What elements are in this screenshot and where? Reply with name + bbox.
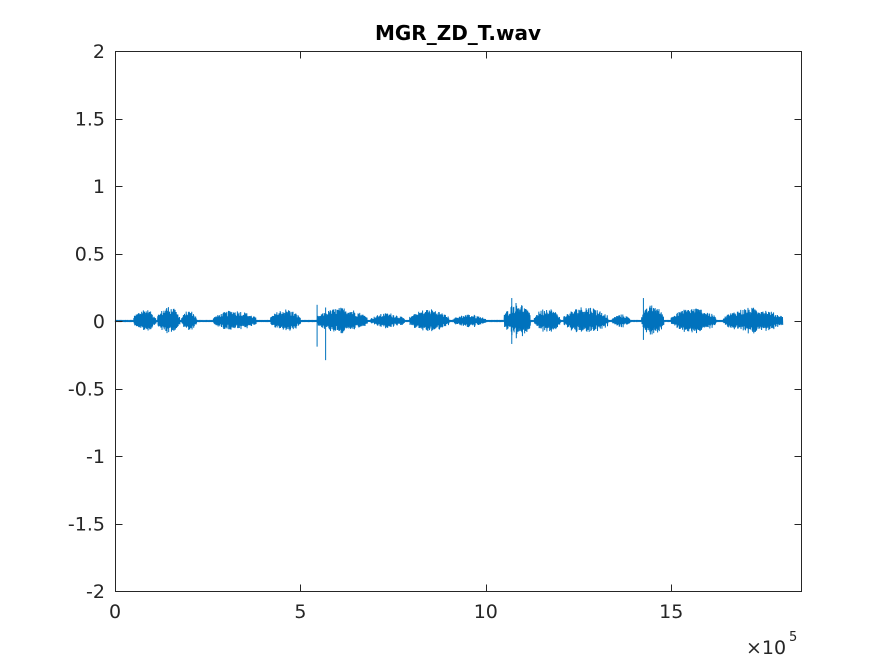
waveform-series-line (114, 302, 784, 339)
x-tick-label: 5 (294, 601, 306, 623)
y-tick-label: 0.5 (75, 244, 105, 266)
x-exponent-power: 5 (789, 630, 797, 645)
plot-area (114, 51, 802, 592)
x-tick-label: 10 (474, 601, 498, 623)
chart-title: MGR_ZD_T.wav (375, 21, 541, 45)
y-tick-label: -2 (86, 581, 105, 603)
y-tick-label: -1.5 (68, 514, 105, 536)
y-tick-label: 1.5 (75, 109, 105, 131)
y-tick-label: 2 (93, 41, 105, 63)
x-axis-ticks: 0 5 10 15 (109, 51, 683, 623)
x-exponent-base: ×10 (746, 637, 786, 659)
y-tick-label: -0.5 (68, 379, 105, 401)
y-tick-label: 1 (93, 176, 105, 198)
x-tick-label: 15 (659, 601, 683, 623)
x-axis-exponent: ×10 5 (746, 630, 797, 659)
waveform-spikes (316, 298, 644, 361)
y-tick-label: 0 (93, 311, 105, 333)
y-tick-label: -1 (86, 446, 105, 468)
y-axis-ticks: 2 1.5 1 0.5 0 -0.5 -1 -1.5 -2 (68, 41, 802, 603)
x-tick-label: 0 (109, 601, 121, 623)
